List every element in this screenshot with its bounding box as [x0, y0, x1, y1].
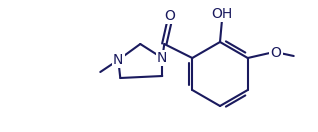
Text: N: N [157, 51, 168, 65]
Text: OH: OH [211, 7, 233, 21]
Text: N: N [113, 53, 123, 67]
Text: O: O [270, 46, 281, 60]
Text: O: O [164, 9, 175, 23]
